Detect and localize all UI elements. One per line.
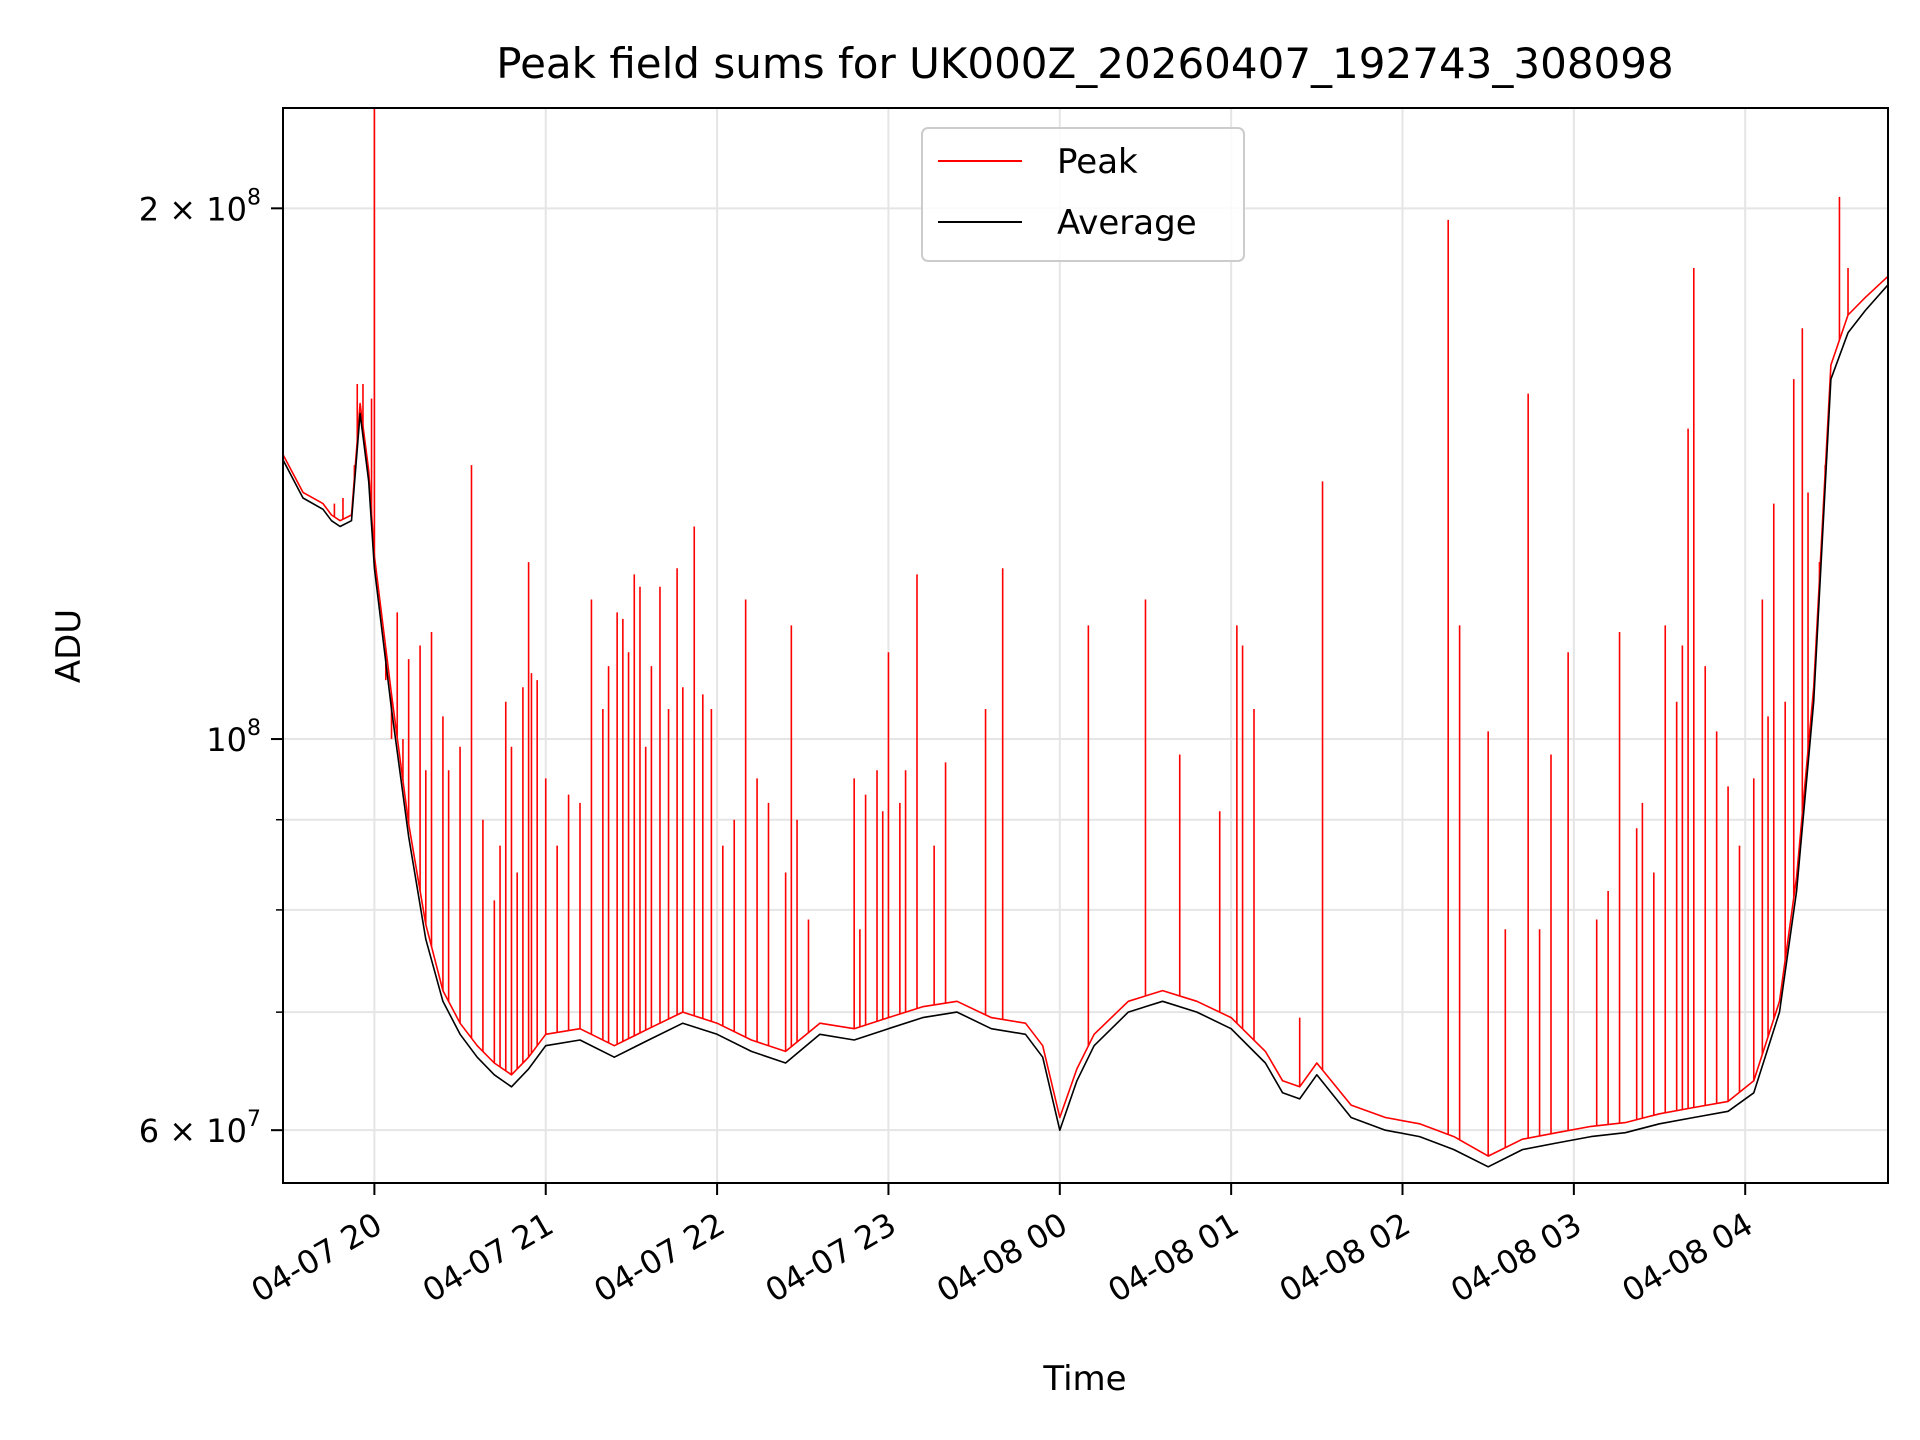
y-axis-label: ADU (49, 609, 89, 683)
plot-area (282, 108, 1889, 1168)
series-line-average (282, 284, 1889, 1168)
y-tick-label: 2 × 108 (139, 185, 261, 228)
peak-spikes (333, 108, 1849, 1157)
grid (283, 108, 1888, 1183)
y-tick-exponent: 8 (247, 716, 261, 741)
y-tick-exponent: 7 (247, 1107, 261, 1132)
series-line-peak (282, 275, 1889, 1157)
y-tick-base: 10 (206, 721, 247, 759)
legend-label-peak: Peak (1057, 142, 1138, 182)
y-tick-exponent: 8 (247, 185, 261, 210)
chart-title: Peak field sums for UK000Z_20260407_1927… (496, 39, 1673, 88)
legend: Peak Average (921, 127, 1245, 262)
y-tick-label: 6 × 107 (139, 1107, 261, 1150)
x-axis-label: Time (1042, 1359, 1126, 1399)
y-tick-base: 6 × 10 (139, 1112, 247, 1150)
legend-label-average: Average (1057, 203, 1197, 243)
plot-frame (282, 107, 1889, 1184)
y-tick-label: 108 (206, 716, 261, 759)
y-tick-base: 2 × 10 (139, 190, 247, 228)
